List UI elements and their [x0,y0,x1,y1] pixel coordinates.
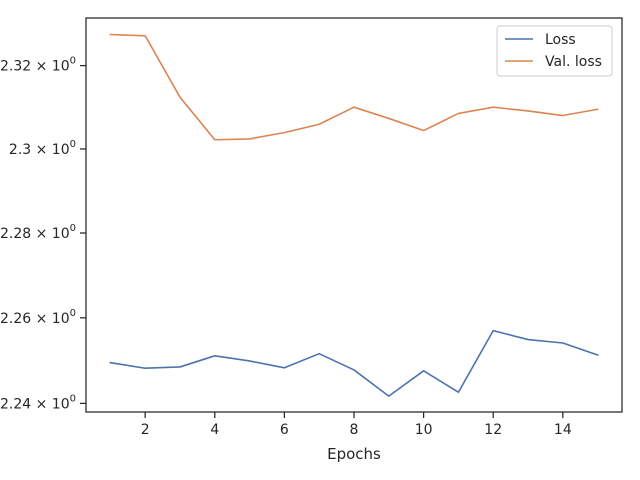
legend-label: Val. loss [545,54,602,70]
y-axis-ticks: 2.24 × 100 2.26 × 100 2.28 × 100 2.3 × 100 2… [0,56,86,412]
y-tick-label: 2.26 × 100 [0,308,76,327]
legend-label: Loss [545,32,576,48]
x-axis-label: Epochs [327,445,381,463]
series-layer [109,33,599,397]
x-tick-label: 10 [415,422,433,438]
x-tick-label: 12 [484,422,502,438]
x-tick-label: 6 [280,422,289,438]
x-tick-label: 8 [350,422,359,438]
y-tick-label: 2.32 × 100 [0,56,76,75]
y-tick-label: 2.3 × 100 [9,139,76,158]
y-tick-label: 2.24 × 100 [0,393,76,412]
series-line-1 [109,33,599,141]
x-tick-label: 4 [210,422,219,438]
series-line-0 [109,329,599,397]
x-tick-label: 14 [554,422,572,438]
x-tick-label: 2 [141,422,150,438]
legend: Loss Val. loss [496,25,613,77]
y-tick-label: 2.28 × 100 [0,223,76,242]
x-axis-ticks: 2 4 6 8 10 12 14 [141,412,572,438]
